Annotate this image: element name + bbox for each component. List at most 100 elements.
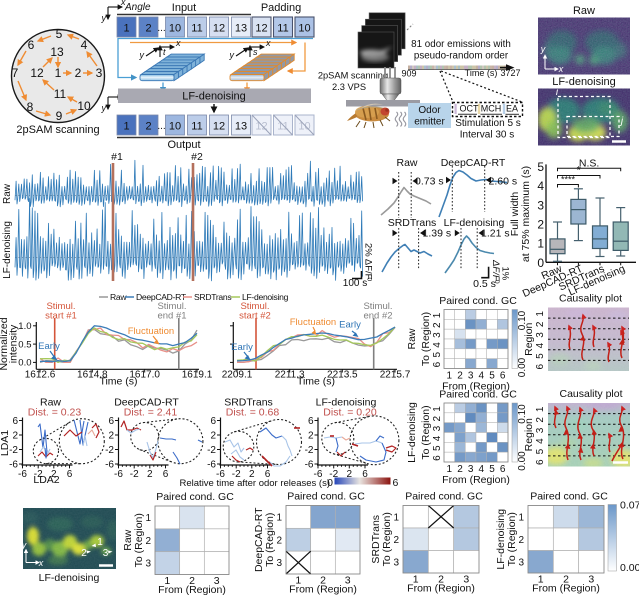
svg-text:ΔF/F: ΔF/F xyxy=(490,259,501,282)
svg-text:2: 2 xyxy=(537,217,544,231)
svg-text:4: 4 xyxy=(432,435,443,441)
svg-text:Region: Region xyxy=(523,322,535,355)
svg-text:2: 2 xyxy=(147,469,153,480)
svg-text:Paired cond. GC: Paired cond. GC xyxy=(439,389,517,401)
svg-text:s: s xyxy=(253,47,258,57)
svg-text:11: 11 xyxy=(277,23,288,35)
svg-text:y: y xyxy=(540,44,546,54)
svg-text:Fluctuation: Fluctuation xyxy=(128,326,174,337)
svg-text:x: x xyxy=(558,64,564,74)
svg-text:1: 1 xyxy=(123,23,129,35)
svg-text:2: 2 xyxy=(432,416,443,422)
svg-text:To (Region): To (Region) xyxy=(506,512,518,566)
svg-text:LF-denoising: LF-denoising xyxy=(39,572,100,584)
svg-text:-2: -2 xyxy=(305,445,314,456)
svg-text:4: 4 xyxy=(81,38,88,52)
svg-text:3: 3 xyxy=(393,557,399,568)
svg-text:...: ... xyxy=(157,23,165,34)
svg-text:Fluctuation: Fluctuation xyxy=(290,317,336,328)
svg-text:10: 10 xyxy=(169,121,181,133)
svg-text:8: 8 xyxy=(27,100,34,114)
svg-text:11: 11 xyxy=(54,87,67,101)
svg-text:1: 1 xyxy=(535,406,546,412)
svg-text:#2: #2 xyxy=(191,151,203,163)
svg-text:13: 13 xyxy=(235,121,247,133)
svg-text:5: 5 xyxy=(432,445,443,451)
svg-text:Early: Early xyxy=(231,342,253,353)
svg-text:13: 13 xyxy=(235,23,247,35)
svg-text:1.21 s: 1.21 s xyxy=(481,228,510,240)
svg-text:1612.6: 1612.6 xyxy=(25,370,56,381)
svg-text:6: 6 xyxy=(432,455,443,461)
svg-text:6: 6 xyxy=(67,469,73,480)
svg-text:2pSAM scanning: 2pSAM scanning xyxy=(318,71,388,81)
svg-text:0: 0 xyxy=(493,280,500,284)
svg-text:y: y xyxy=(139,50,145,60)
svg-text:6: 6 xyxy=(393,477,399,489)
svg-text:Time (s): Time (s) xyxy=(465,68,498,78)
svg-text:2: 2 xyxy=(145,121,151,133)
svg-text:2% ΔF/F: 2% ΔF/F xyxy=(363,243,374,280)
svg-text:pseudo-random order: pseudo-random order xyxy=(414,51,509,62)
svg-text:3: 3 xyxy=(537,198,544,212)
svg-text:1: 1 xyxy=(276,512,282,523)
svg-text:Raw: Raw xyxy=(396,157,417,169)
svg-text:1: 1 xyxy=(123,121,129,133)
svg-text:-2: -2 xyxy=(130,469,139,480)
svg-text:6: 6 xyxy=(210,416,216,427)
svg-text:To (Region): To (Region) xyxy=(133,513,145,567)
svg-text:12: 12 xyxy=(213,23,225,35)
svg-text:4: 4 xyxy=(535,438,546,444)
svg-text:x: x xyxy=(120,0,126,7)
svg-text:10: 10 xyxy=(77,99,91,113)
svg-text:-6: -6 xyxy=(9,460,18,471)
svg-text:Raw: Raw xyxy=(573,5,595,17)
svg-text:-6: -6 xyxy=(18,469,27,480)
svg-text:-6: -6 xyxy=(114,469,123,480)
svg-text:Input: Input xyxy=(172,2,196,14)
svg-text:intensity: intensity xyxy=(8,324,20,363)
svg-text:2.60 s: 2.60 s xyxy=(489,176,518,188)
svg-text:6: 6 xyxy=(12,416,18,427)
svg-text:6: 6 xyxy=(308,416,314,427)
svg-text:#1: #1 xyxy=(111,151,123,163)
svg-text:3: 3 xyxy=(432,425,443,431)
svg-text:From (Region): From (Region) xyxy=(158,584,226,596)
svg-text:Interval 30 s: Interval 30 s xyxy=(460,130,514,141)
svg-text:6: 6 xyxy=(28,38,35,52)
svg-text:13: 13 xyxy=(50,45,64,59)
svg-text:y: y xyxy=(101,13,107,23)
svg-text:12: 12 xyxy=(30,66,44,80)
svg-text:Causality plot: Causality plot xyxy=(559,388,622,400)
svg-text:Raw: Raw xyxy=(406,328,418,349)
svg-text:2.3 VPS: 2.3 VPS xyxy=(332,82,366,92)
svg-text:y: y xyxy=(229,50,235,60)
svg-text:10: 10 xyxy=(298,121,310,133)
svg-text:1.39 s: 1.39 s xyxy=(423,228,452,240)
svg-text:Raw: Raw xyxy=(110,292,127,302)
svg-text:end #2: end #2 xyxy=(363,311,392,322)
svg-text:3: 3 xyxy=(432,332,443,338)
svg-text:Dist. = 0.68: Dist. = 0.68 xyxy=(226,407,280,419)
svg-text:4: 4 xyxy=(537,179,544,193)
svg-text:Early: Early xyxy=(38,341,60,352)
svg-text:2: 2 xyxy=(145,536,151,547)
svg-text:11: 11 xyxy=(191,121,202,133)
svg-text:1: 1 xyxy=(97,537,103,548)
svg-text:100 s: 100 s xyxy=(343,278,367,289)
svg-text:2: 2 xyxy=(75,66,82,80)
svg-text:3: 3 xyxy=(535,332,546,338)
svg-text:Angle: Angle xyxy=(124,2,151,13)
svg-text:0.07: 0.07 xyxy=(620,500,639,512)
svg-text:7: 7 xyxy=(12,66,19,80)
svg-text:1619.1: 1619.1 xyxy=(182,370,213,381)
svg-text:Stimulation 5 s: Stimulation 5 s xyxy=(455,118,521,129)
svg-text:Time (s): Time (s) xyxy=(99,376,137,388)
svg-text:MCH: MCH xyxy=(481,104,502,114)
svg-text:11: 11 xyxy=(191,23,202,35)
svg-text:6: 6 xyxy=(163,469,169,480)
svg-text:y: y xyxy=(21,540,27,550)
svg-text:3: 3 xyxy=(518,557,524,568)
svg-text:-6: -6 xyxy=(305,460,314,471)
svg-text:...: ... xyxy=(157,121,165,132)
